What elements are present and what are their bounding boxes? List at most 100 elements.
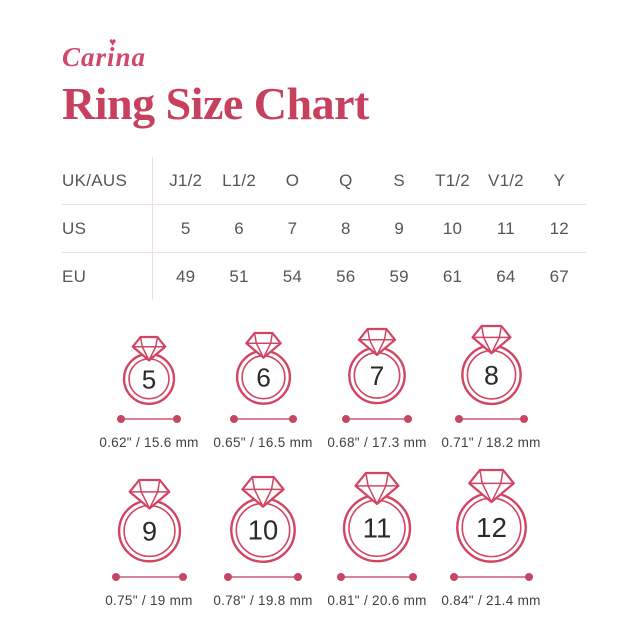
size-value: 7: [287, 218, 298, 238]
size-value: Q: [339, 170, 353, 190]
row-label: US: [62, 205, 153, 252]
ring-size-number: 12: [476, 512, 507, 543]
row-values: 49 51 54 56 59 61 64 67: [153, 253, 586, 300]
measure-dot-left: [337, 573, 345, 581]
ring-size-number: 9: [141, 515, 156, 546]
measure-dot-left: [449, 573, 458, 581]
ring-size-cell-11: 11 0.81" / 20.6 mm: [320, 468, 434, 608]
diameter-measure-line: [229, 415, 297, 423]
measure-line: [454, 576, 528, 578]
diameter-measure-line: [342, 415, 412, 423]
size-value: 9: [394, 218, 405, 238]
diameter-label: 0.62" / 15.6 mm: [99, 435, 199, 450]
ring-icon: 9: [117, 478, 181, 563]
row-label: UK/AUS: [62, 157, 153, 204]
ring-icon: 7: [348, 327, 406, 405]
diameter-measure-line: [111, 573, 187, 581]
ring-icon: 11: [342, 471, 412, 563]
size-value: 10: [442, 218, 463, 238]
measure-dot-right: [173, 415, 181, 423]
diameter-label: 0.75" / 19 mm: [105, 593, 193, 608]
ring-icon: 5: [122, 335, 176, 405]
row-values: 5 6 7 8 9 10 11 12: [153, 205, 586, 252]
brand-logo: Carina ♥: [62, 36, 147, 72]
heart-icon: ♥: [109, 35, 118, 49]
measure-dot-left: [454, 415, 463, 423]
ring-size-number: 11: [363, 513, 392, 544]
table-row-uk-aus: UK/AUS J1/2 L1/2 O Q S T1/2 V1/2 Y: [62, 157, 586, 205]
size-value: 59: [389, 266, 409, 286]
ring-size-cell-8: 8 0.71" / 18.2 mm: [434, 324, 548, 450]
size-value: 56: [336, 266, 356, 286]
ring-size-number: 7: [370, 361, 385, 391]
measure-dot-right: [519, 415, 528, 423]
size-conversion-table: UK/AUS J1/2 L1/2 O Q S T1/2 V1/2 Y US 5 6 7 8 9 10 11 12 E…: [62, 157, 586, 300]
size-value: 61: [442, 266, 463, 286]
size-value: 8: [340, 218, 351, 238]
ring-icon: 12: [455, 468, 527, 563]
measure-dot-left: [342, 415, 350, 423]
diameter-label: 0.81" / 20.6 mm: [327, 593, 427, 608]
measure-line: [229, 576, 297, 578]
size-value: 12: [549, 218, 569, 238]
ring-size-cell-9: 9 0.75" / 19 mm: [92, 468, 206, 608]
size-value: S: [393, 170, 405, 190]
measure-dot-left: [111, 573, 120, 581]
measure-line: [122, 418, 176, 420]
size-value: Y: [553, 170, 566, 190]
diameter-measure-line: [454, 415, 528, 423]
measure-dot-left: [117, 415, 125, 423]
ring-icon: 8: [460, 324, 522, 406]
measure-line: [347, 418, 407, 420]
table-row-us: US 5 6 7 8 9 10 11 12: [62, 205, 586, 253]
size-value: 5: [180, 218, 191, 238]
ring-icon: 6: [235, 331, 291, 405]
ring-size-cell-6: 6 0.65" / 16.5 mm: [206, 324, 320, 450]
measure-dot-left: [224, 573, 232, 581]
ring-size-cell-10: 10 0.78" / 19.8 mm: [206, 468, 320, 608]
row-label: EU: [62, 253, 153, 300]
size-value: 11: [496, 218, 515, 238]
size-value: 6: [234, 218, 244, 238]
ring-size-number: 8: [484, 360, 499, 390]
measure-line: [116, 576, 182, 578]
diameter-label: 0.65" / 16.5 mm: [213, 435, 313, 450]
ring-size-cell-12: 12 0.84" / 21.4 mm: [434, 468, 548, 608]
size-value: O: [285, 170, 300, 190]
diameter-label: 0.78" / 19.8 mm: [213, 593, 313, 608]
measure-dot-right: [404, 415, 412, 423]
diameter-measure-line: [117, 415, 181, 423]
diameter-label: 0.71" / 18.2 mm: [441, 435, 541, 450]
diameter-label: 0.84" / 21.4 mm: [441, 593, 541, 608]
diameter-label: 0.68" / 17.3 mm: [327, 435, 427, 450]
ring-size-cell-5: 5 0.62" / 15.6 mm: [92, 324, 206, 450]
size-value: L1/2: [222, 170, 256, 190]
diameter-measure-line: [337, 573, 417, 581]
ring-size-number: 5: [142, 364, 156, 394]
size-value: V1/2: [488, 170, 524, 190]
size-value: 51: [229, 266, 249, 286]
size-value: 54: [282, 266, 303, 286]
row-values: J1/2 L1/2 O Q S T1/2 V1/2 Y: [153, 157, 586, 204]
measure-dot-left: [229, 415, 238, 423]
size-value: 49: [176, 266, 196, 286]
size-value: 67: [549, 266, 569, 286]
size-value: T1/2: [435, 170, 470, 190]
size-value: J1/2: [169, 170, 203, 190]
size-value: 64: [496, 266, 516, 286]
ring-size-cell-7: 7 0.68" / 17.3 mm: [320, 324, 434, 450]
ring-icon: 10: [230, 475, 296, 563]
diameter-measure-line: [449, 573, 533, 581]
measure-dot-right: [409, 573, 417, 581]
diameter-measure-line: [224, 573, 302, 581]
table-row-eu: EU 49 51 54 56 59 61 64 67: [62, 253, 586, 300]
brand-name: Carina: [62, 42, 147, 72]
ring-size-number: 6: [256, 363, 271, 393]
measure-dot-right: [294, 573, 302, 581]
measure-dot-right: [178, 573, 187, 581]
measure-line: [234, 418, 292, 420]
ring-diagrams-grid: 5 0.62" / 15.6 mm 6 0.65" / 16.5 mm 7 0.68" /…: [92, 324, 548, 608]
measure-line: [459, 418, 523, 420]
measure-dot-right: [288, 415, 297, 423]
